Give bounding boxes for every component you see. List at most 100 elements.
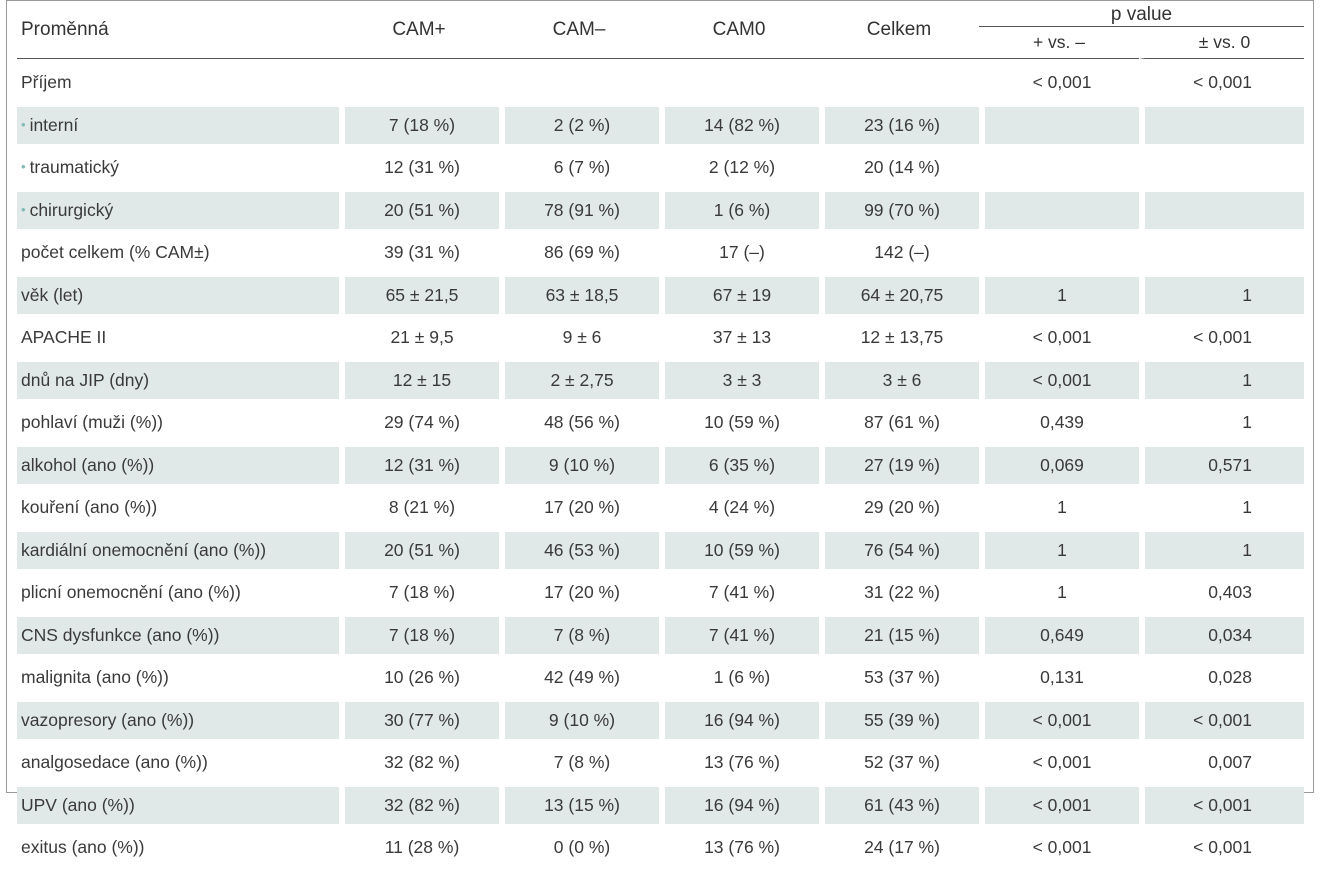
table-cell: [979, 229, 1139, 272]
row-label-text: kardiální onemocnění (ano (%)): [21, 539, 267, 560]
table-cell: 6 (7 %): [499, 144, 659, 187]
table-cell: < 0,001: [979, 824, 1139, 869]
table-cell: 0,649: [979, 611, 1139, 654]
table-cell: 1: [979, 271, 1139, 314]
table-cell: 65 ± 21,5: [339, 271, 499, 314]
row-label: kouření (ano (%)): [17, 484, 339, 527]
table-cell: 2 (2 %): [499, 101, 659, 144]
table-cell: 8 (21 %): [339, 484, 499, 527]
header-p-value: p value: [979, 2, 1304, 27]
table-cell: 1 (6 %): [659, 654, 819, 697]
table-cell: < 0,001: [1139, 824, 1304, 869]
table-cell: 16 (94 %): [659, 781, 819, 824]
table-cell: 3 ± 3: [659, 356, 819, 399]
table-cell: 21 ± 9,5: [339, 314, 499, 357]
table-cell: < 0,001: [1139, 59, 1304, 102]
row-label: počet celkem (% CAM±): [17, 229, 339, 272]
row-label: APACHE II: [17, 314, 339, 357]
row-label: UPV (ano (%)): [17, 781, 339, 824]
row-label: analgosedace (ano (%)): [17, 739, 339, 782]
row-label-text: počet celkem (% CAM±): [21, 242, 210, 263]
table-row: kardiální onemocnění (ano (%)) 20 (51 %) 4…: [17, 526, 1304, 569]
table-cell: 2 ± 2,75: [499, 356, 659, 399]
row-label: • chirurgický: [17, 186, 339, 229]
table-cell: 20 (14 %): [819, 144, 979, 187]
table-cell: 76 (54 %): [819, 526, 979, 569]
table-cell: 55 (39 %): [819, 696, 979, 739]
header-cam-zero: CAM0: [659, 2, 819, 59]
table-cell: [979, 186, 1139, 229]
table-cell: 12 ± 15: [339, 356, 499, 399]
table-cell: 48 (56 %): [499, 399, 659, 442]
table-cell: 99 (70 %): [819, 186, 979, 229]
row-label: • interní: [17, 101, 339, 144]
table-cell: 0,028: [1139, 654, 1304, 697]
row-label: vazopresory (ano (%)): [17, 696, 339, 739]
table-cell: 7 (41 %): [659, 569, 819, 612]
table-cell: 9 (10 %): [499, 441, 659, 484]
table-cell: 63 ± 18,5: [499, 271, 659, 314]
table-cell: 2 (12 %): [659, 144, 819, 187]
table-cell: [1139, 101, 1304, 144]
table-cell: 142 (–): [819, 229, 979, 272]
table-cell: [339, 59, 499, 102]
table-cell: 7 (18 %): [339, 611, 499, 654]
row-label: pohlaví (muži (%)): [17, 399, 339, 442]
row-label-text: APACHE II: [21, 327, 107, 348]
table-row: • traumatický 12 (31 %) 6 (7 %) 2 (12 %) 20 (…: [17, 144, 1304, 187]
row-label-text: vazopresory (ano (%)): [21, 709, 195, 730]
table-cell: [1139, 186, 1304, 229]
table-cell: 7 (18 %): [339, 569, 499, 612]
table-cell: 9 ± 6: [499, 314, 659, 357]
table-cell: 6 (35 %): [659, 441, 819, 484]
table-cell: 39 (31 %): [339, 229, 499, 272]
row-label-text: chirurgický: [29, 199, 114, 220]
table-row: kouření (ano (%)) 8 (21 %) 17 (20 %) 4 (24 …: [17, 484, 1304, 527]
row-label: Příjem: [17, 59, 339, 102]
row-label-text: exitus (ano (%)): [21, 837, 145, 858]
table-cell: 7 (18 %): [339, 101, 499, 144]
table-cell: 0,571: [1139, 441, 1304, 484]
table-cell: 11 (28 %): [339, 824, 499, 869]
bullet-icon: •: [21, 201, 26, 217]
table-cell: 1: [1139, 484, 1304, 527]
table-cell: < 0,001: [1139, 781, 1304, 824]
table-cell: 23 (16 %): [819, 101, 979, 144]
table-cell: 32 (82 %): [339, 781, 499, 824]
table-cell: 78 (91 %): [499, 186, 659, 229]
table-cell: 1 (6 %): [659, 186, 819, 229]
table-cell: 24 (17 %): [819, 824, 979, 869]
header-cam-plus: CAM+: [339, 2, 499, 59]
table-cell: 1: [979, 484, 1139, 527]
table-cell: 0,034: [1139, 611, 1304, 654]
table-cell: 13 (76 %): [659, 824, 819, 869]
row-label-text: alkohol (ano (%)): [21, 454, 155, 475]
table-cell: 10 (59 %): [659, 399, 819, 442]
table-cell: 1: [979, 569, 1139, 612]
table-cell: 1: [1139, 526, 1304, 569]
table-cell: 10 (26 %): [339, 654, 499, 697]
table-cell: < 0,001: [979, 739, 1139, 782]
table-cell: 52 (37 %): [819, 739, 979, 782]
table-cell: 7 (8 %): [499, 739, 659, 782]
data-table: Proměnná CAM+ CAM– CAM0 Celkem p value +…: [17, 2, 1304, 869]
row-label-text: traumatický: [29, 157, 120, 178]
row-label: CNS dysfunkce (ano (%)): [17, 611, 339, 654]
table-cell: 53 (37 %): [819, 654, 979, 697]
table-cell: < 0,001: [979, 356, 1139, 399]
table-cell: 4 (24 %): [659, 484, 819, 527]
table-cell: 27 (19 %): [819, 441, 979, 484]
table-cell: 1: [1139, 271, 1304, 314]
table-cell: 17 (–): [659, 229, 819, 272]
table-cell: 30 (77 %): [339, 696, 499, 739]
table-cell: 1: [979, 526, 1139, 569]
table-cell: 42 (49 %): [499, 654, 659, 697]
table-cell: 21 (15 %): [819, 611, 979, 654]
table-cell: 0,131: [979, 654, 1139, 697]
header-p-plus-minus: + vs. –: [979, 27, 1139, 59]
table-row: analgosedace (ano (%)) 32 (82 %) 7 (8 %) 13…: [17, 739, 1304, 782]
table-cell: 12 (31 %): [339, 144, 499, 187]
row-label-text: CNS dysfunkce (ano (%)): [21, 624, 220, 645]
table-cell: 7 (41 %): [659, 611, 819, 654]
